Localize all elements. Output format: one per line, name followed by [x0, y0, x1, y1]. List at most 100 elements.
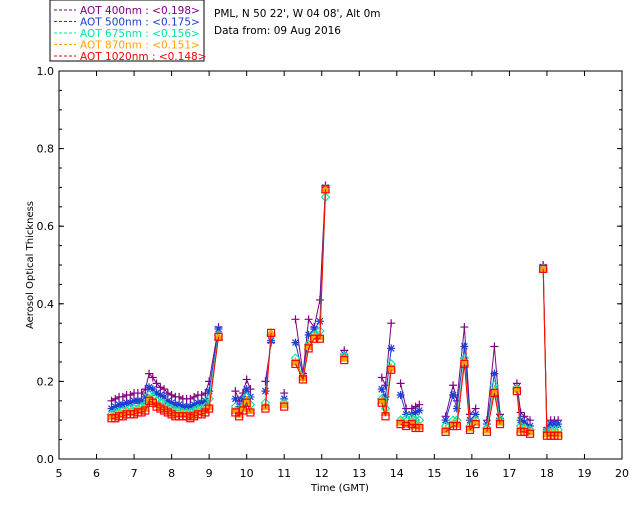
legend-label: AOT 675nm : <0.156> — [80, 28, 200, 40]
data-point — [242, 398, 251, 407]
data-point — [126, 398, 135, 407]
data-point — [460, 359, 469, 369]
data-point — [402, 421, 411, 431]
series-line — [445, 363, 476, 433]
data-point — [387, 344, 396, 353]
data-point — [516, 408, 525, 417]
data-point — [290, 356, 301, 366]
data-point — [126, 390, 135, 399]
data-point — [167, 398, 176, 407]
x-tick-label: 9 — [206, 467, 213, 480]
data-point — [381, 392, 390, 401]
data-point — [156, 390, 165, 399]
location-info: PML, N 50 22', W 04 08', Alt 0m — [214, 8, 381, 20]
y-tick-label: 0.2 — [37, 375, 55, 388]
data-point — [441, 416, 450, 425]
data-point — [440, 424, 451, 434]
y-axis-title: Aerosol Optical Thickness — [25, 201, 36, 329]
data-point — [465, 425, 475, 434]
data-point — [107, 396, 116, 405]
series-5 — [107, 185, 563, 440]
data-point — [152, 379, 161, 388]
data-point — [304, 330, 313, 339]
data-point — [152, 389, 161, 398]
data-point — [387, 319, 396, 328]
series-line — [516, 383, 531, 421]
data-point — [186, 402, 195, 411]
data-point — [261, 377, 270, 386]
data-point — [231, 387, 240, 396]
data-point — [490, 388, 499, 398]
x-tick-label: 11 — [277, 467, 291, 480]
data-point — [175, 400, 184, 409]
data-point — [246, 408, 255, 417]
data-point — [377, 373, 386, 382]
date-info: Data from: 09 Aug 2016 — [214, 25, 341, 37]
data-point — [490, 369, 499, 378]
data-point — [160, 385, 169, 394]
data-point — [340, 355, 349, 365]
data-point — [449, 390, 458, 399]
data-point — [291, 338, 300, 347]
x-tick-label: 18 — [540, 467, 554, 480]
data-point — [137, 396, 146, 405]
series-line — [486, 385, 501, 429]
legend-label: AOT 400nm : <0.198> — [80, 5, 200, 17]
series-line — [295, 189, 326, 382]
data-point — [118, 392, 127, 401]
data-point — [415, 423, 424, 433]
data-point — [452, 404, 461, 413]
data-point — [482, 427, 491, 436]
data-point — [145, 369, 154, 378]
x-axis-title: Time (GMT) — [310, 483, 369, 494]
legend-frame — [49, 0, 205, 62]
data-point — [452, 421, 461, 431]
data-point — [396, 419, 405, 429]
data-point — [387, 365, 396, 374]
y-tick-label: 0.8 — [37, 143, 55, 156]
data-point — [141, 406, 150, 415]
data-point — [163, 389, 172, 398]
data-point — [242, 385, 251, 394]
data-point — [148, 385, 157, 394]
data-point — [279, 399, 290, 409]
data-point — [111, 394, 120, 403]
x-tick-label: 6 — [93, 467, 100, 480]
series-line — [486, 392, 501, 432]
data-point — [315, 334, 324, 343]
x-tick-label: 17 — [502, 467, 516, 480]
series-line — [516, 391, 531, 435]
data-point — [137, 389, 146, 398]
legend-label: AOT 870nm : <0.151> — [80, 40, 200, 52]
data-point — [186, 394, 195, 403]
data-point — [148, 373, 157, 382]
data-point — [381, 412, 390, 421]
series-line — [295, 185, 326, 374]
data-point — [167, 390, 176, 399]
data-point — [495, 419, 505, 429]
x-tick-label: 12 — [315, 467, 329, 480]
data-point — [512, 387, 522, 396]
data-point — [298, 375, 308, 384]
data-point — [280, 402, 289, 411]
data-point — [304, 315, 313, 324]
data-point — [520, 418, 529, 427]
data-point — [460, 323, 469, 332]
data-point — [470, 417, 481, 426]
x-tick-label: 10 — [240, 467, 254, 480]
data-point — [321, 185, 330, 194]
data-point — [245, 405, 256, 414]
data-point — [291, 359, 300, 369]
data-point — [261, 387, 270, 396]
data-point — [411, 408, 420, 417]
data-point — [315, 295, 324, 304]
data-point — [190, 392, 199, 401]
y-tick-label: 0.0 — [37, 453, 55, 466]
data-point — [554, 431, 563, 440]
data-point — [525, 429, 535, 438]
series-line — [111, 336, 219, 419]
series-line — [381, 369, 392, 417]
data-point — [156, 383, 165, 392]
data-point — [310, 334, 319, 343]
